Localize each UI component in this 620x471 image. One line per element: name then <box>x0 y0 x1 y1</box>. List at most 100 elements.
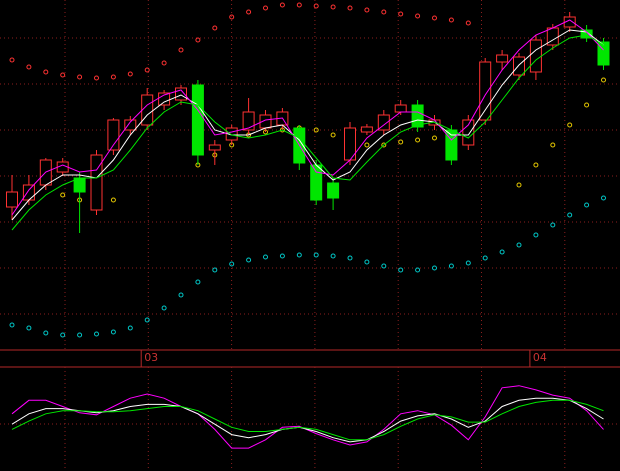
indicator-dot <box>296 252 302 258</box>
indicator-dot <box>313 127 319 133</box>
candle-body <box>580 29 593 39</box>
indicator-dot <box>584 102 590 108</box>
candle-body <box>158 92 171 106</box>
indicator-dot <box>178 47 184 53</box>
indicator-dot <box>499 249 505 255</box>
indicator-dot <box>601 77 606 83</box>
indicator-dot <box>246 9 252 15</box>
x-tick-label: 03 <box>144 351 158 364</box>
indicator-dot <box>398 11 404 17</box>
candle-body <box>496 54 509 63</box>
indicator-dot <box>330 132 336 138</box>
indicator-dot <box>313 3 319 9</box>
indicator-dot <box>601 195 606 201</box>
indicator-dot <box>567 122 573 128</box>
indicator-dot <box>567 212 573 218</box>
indicator-dot <box>516 182 522 188</box>
indicator-dot <box>60 192 66 198</box>
indicator-dot <box>161 305 167 311</box>
indicator-dot <box>77 332 83 338</box>
indicator-dot <box>279 2 285 8</box>
candle-body <box>310 164 323 201</box>
indicator-dot <box>415 267 421 273</box>
indicator-dot <box>144 317 150 323</box>
x-tick-label: 04 <box>533 351 547 364</box>
candle-body <box>208 144 221 151</box>
indicator-dot <box>94 331 99 337</box>
indicator-dot <box>296 2 302 8</box>
indicator-dot <box>448 17 454 23</box>
indicator-dot <box>550 222 556 228</box>
indicator-dot <box>178 292 184 298</box>
oscillator-line <box>11 385 604 449</box>
indicator-dot <box>77 74 83 80</box>
candle-body <box>529 39 542 73</box>
candle-body <box>479 61 492 121</box>
candle-body <box>377 114 390 131</box>
candle-body <box>6 191 18 208</box>
indicator-dot <box>415 13 421 19</box>
indicator-dot <box>364 259 370 265</box>
indicator-dot <box>127 325 133 331</box>
moving-average-line <box>11 19 604 216</box>
candle-body <box>597 41 610 66</box>
candle-body <box>411 104 424 128</box>
oscillator-line <box>11 399 604 441</box>
indicator-dot <box>465 20 471 26</box>
indicator-dot <box>9 322 15 328</box>
candle-body <box>462 119 475 146</box>
indicator-dot <box>313 252 319 258</box>
indicator-dot <box>212 25 218 31</box>
indicator-dot <box>482 255 488 261</box>
indicator-dot <box>432 265 437 271</box>
candle-body <box>191 84 204 156</box>
indicator-dot <box>263 254 268 260</box>
indicator-dot <box>110 74 116 80</box>
candle-body <box>513 56 525 76</box>
moving-average-line <box>11 34 604 231</box>
indicator-dot <box>465 260 471 266</box>
candle-body <box>563 16 576 28</box>
candle-body <box>124 119 137 131</box>
indicator-dot <box>364 142 370 148</box>
indicator-dot <box>432 15 437 21</box>
indicator-dot <box>9 57 15 63</box>
indicator-dot <box>110 329 116 335</box>
oscillator-line <box>11 397 604 443</box>
indicator-dot <box>415 137 421 143</box>
indicator-dot <box>330 4 336 10</box>
indicator-dot <box>43 330 49 336</box>
indicator-dot <box>347 5 353 11</box>
indicator-dot <box>60 332 66 338</box>
indicator-dot <box>110 197 116 203</box>
indicator-dot <box>161 60 167 66</box>
candle-body <box>22 184 35 201</box>
indicator-dot <box>516 242 522 248</box>
indicator-dot <box>26 325 32 331</box>
indicator-dot <box>347 255 353 261</box>
indicator-dot <box>533 162 539 168</box>
indicator-dot <box>229 14 235 20</box>
indicator-dot <box>60 72 66 78</box>
indicator-dot <box>195 279 201 285</box>
indicator-dot <box>212 267 218 273</box>
indicator-dot <box>94 75 99 81</box>
candle-body <box>107 119 120 151</box>
indicator-dot <box>279 253 285 259</box>
candle-body <box>175 87 187 101</box>
indicator-dot <box>364 7 370 13</box>
candle-body <box>360 126 373 133</box>
indicator-dot <box>144 67 150 73</box>
indicator-dot <box>432 135 437 141</box>
candle-body <box>141 94 154 126</box>
indicator-dot <box>246 257 252 263</box>
indicator-dot <box>43 69 49 75</box>
indicator-dot <box>398 267 404 273</box>
indicator-dot <box>195 37 201 43</box>
candle-body <box>90 154 103 211</box>
candle-body <box>327 182 340 199</box>
indicator-dot <box>26 64 32 70</box>
indicator-dot <box>330 253 336 259</box>
